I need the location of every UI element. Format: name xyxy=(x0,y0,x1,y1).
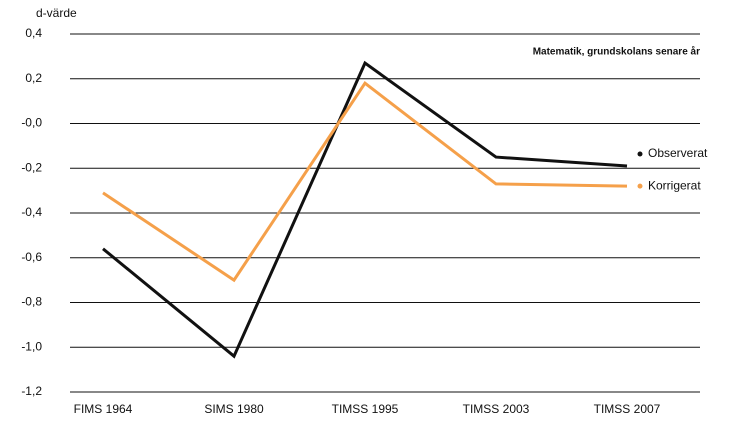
legend-label: Korrigerat xyxy=(648,178,701,192)
y-tick-label: -0,4 xyxy=(21,205,42,219)
y-tick-label: 0,4 xyxy=(25,26,42,40)
x-tick-label: TIMSS 2003 xyxy=(463,402,530,416)
x-tick-label: TIMSS 2007 xyxy=(594,402,661,416)
y-tick-label: -0,6 xyxy=(21,250,42,264)
y-tick-label: -0,2 xyxy=(21,160,42,174)
y-axis-label: d-värde xyxy=(36,6,77,20)
legend-label: Observerat xyxy=(648,146,708,160)
legend-marker xyxy=(637,151,643,157)
x-tick-label: TIMSS 1995 xyxy=(332,402,399,416)
y-tick-label: 0,2 xyxy=(25,71,42,85)
legend-marker xyxy=(637,183,643,189)
y-tick-label: -1,2 xyxy=(21,384,42,398)
y-tick-label: -1,0 xyxy=(21,339,42,353)
series-line xyxy=(102,60,628,359)
y-tick-label: -0,8 xyxy=(21,295,42,309)
y-tick-label: -0,0 xyxy=(21,116,42,130)
chart-subtitle: Matematik, grundskolans senare år xyxy=(533,46,700,58)
x-tick-label: FIMS 1964 xyxy=(74,402,133,416)
x-tick-label: SIMS 1980 xyxy=(204,402,264,416)
series-line xyxy=(102,81,628,283)
